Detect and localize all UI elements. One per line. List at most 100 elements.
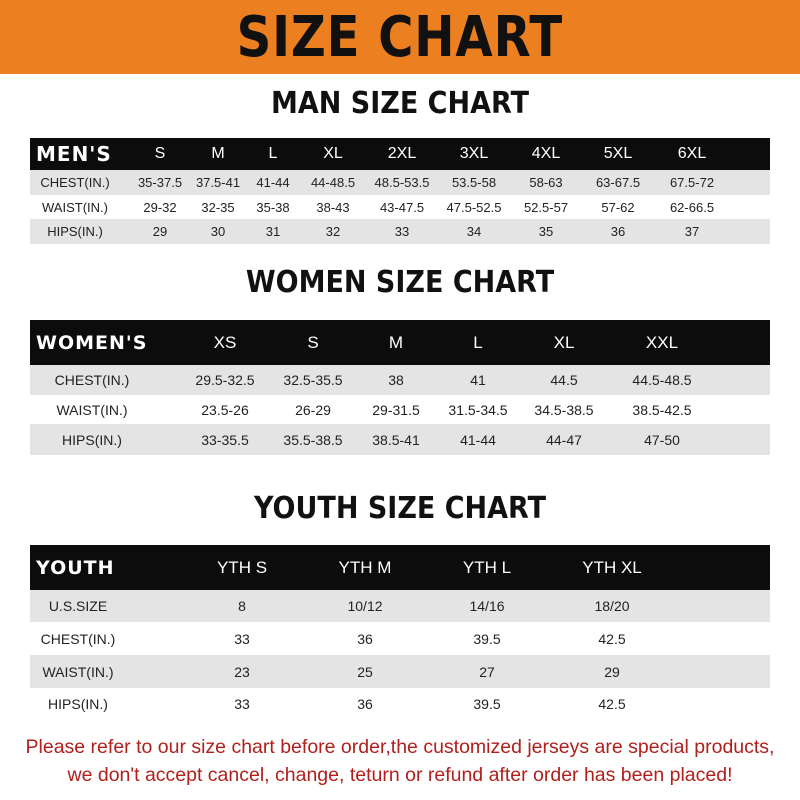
size-header: XS	[213, 332, 237, 352]
table-row: HIPS(IN.) 33 36 39.5 42.5	[30, 688, 770, 720]
table-cell: 62-66.5	[669, 199, 715, 215]
table-cell: 37	[684, 224, 700, 239]
size-header: L	[268, 145, 278, 162]
size-header: 4XL	[531, 145, 561, 162]
table-cell: 38	[388, 372, 404, 388]
table-cell: 8	[238, 598, 246, 614]
table-cell: 39.5	[473, 696, 501, 712]
men-title: MAN SIZE CHART	[271, 86, 529, 121]
table-cell: 48.5-53.5	[374, 175, 430, 190]
size-header: S	[154, 145, 166, 162]
measure-label: WAIST(IN.)	[42, 663, 114, 680]
size-header: M	[211, 145, 225, 162]
youth-size-table: YOUTH YTH S YTH M YTH L YTH XL U.S.SIZE 8 10/12…	[30, 545, 770, 720]
size-header: L	[473, 332, 483, 352]
table-cell: 38.5-41	[372, 431, 420, 448]
size-header: YTH XL	[582, 557, 642, 577]
measure-label: U.S.SIZE	[48, 598, 108, 614]
table-cell: 23.5-26	[201, 401, 249, 418]
table-cell: 31.5-34.5	[448, 401, 508, 418]
table-cell: 29-32	[143, 199, 177, 215]
table-cell: 41	[470, 372, 486, 388]
table-cell: 14/16	[469, 598, 505, 614]
table-cell: 57-62	[601, 199, 635, 215]
table-label: WOMEN'S	[36, 331, 148, 354]
table-cell: 29	[152, 224, 168, 239]
size-header: S	[307, 332, 319, 352]
women-size-table: WOMEN'S XS S M L XL XXL CHEST(IN.) 29.5-32.5 32.5…	[30, 320, 770, 455]
table-cell: 44-47	[546, 431, 582, 448]
table-cell: 38-43	[316, 199, 350, 215]
header-row: MEN'S S M L XL 2XL 3XL 4XL 5XL 6XL	[30, 138, 770, 170]
table-cell: 23	[234, 663, 250, 680]
table-label: MEN'S	[36, 142, 112, 166]
table-cell: 52.5-57	[523, 199, 569, 215]
table-cell: 35	[538, 224, 554, 239]
table-cell: 36	[610, 224, 626, 239]
table-cell: 18/20	[594, 598, 630, 614]
table-cell: 33	[394, 224, 410, 239]
table-row: WAIST(IN.) 29-32 32-35 35-38 38-43 43-47.5 47.…	[30, 195, 770, 219]
table-row: CHEST(IN.) 33 36 39.5 42.5	[30, 622, 770, 655]
table-cell: 34	[466, 224, 482, 239]
measure-label: HIPS(IN.)	[47, 224, 103, 239]
table-cell: 29.5-32.5	[195, 372, 255, 388]
table-cell: 35-37.5	[137, 175, 183, 190]
table-cell: 30	[210, 224, 226, 239]
size-header: 5XL	[603, 145, 633, 162]
table-cell: 36	[357, 630, 373, 647]
size-header: 6XL	[677, 145, 707, 162]
size-header: YTH S	[216, 557, 268, 577]
notice-line-2: we don't accept cancel, change, teturn o…	[67, 764, 733, 786]
table-cell: 34.5-38.5	[534, 401, 594, 418]
table-cell: 42.5	[598, 630, 626, 647]
banner: SIZE CHART	[0, 0, 800, 74]
measure-label: WAIST(IN.)	[56, 401, 128, 418]
table-row: HIPS(IN.) 29 30 31 32 33 34 35 36 37	[30, 219, 770, 244]
size-header: YTH M	[338, 557, 392, 577]
table-cell: 38.5-42.5	[632, 401, 692, 418]
table-cell: 44.5-48.5	[632, 372, 692, 388]
measure-label: CHEST(IN.)	[40, 175, 110, 190]
table-cell: 32	[325, 224, 341, 239]
measure-label: CHEST(IN.)	[54, 372, 130, 388]
table-cell: 42.5	[598, 696, 626, 712]
table-cell: 31	[265, 224, 281, 239]
table-cell: 41-44	[256, 175, 290, 190]
table-row: WAIST(IN.) 23.5-26 26-29 29-31.5 31.5-34.5 34…	[30, 395, 770, 424]
youth-title: YOUTH SIZE CHART	[253, 491, 547, 526]
table-cell: 29	[604, 663, 620, 680]
measure-label: CHEST(IN.)	[40, 630, 116, 647]
header-row: WOMEN'S XS S M L XL XXL	[30, 320, 770, 365]
table-cell: 58-63	[529, 175, 563, 190]
table-cell: 44.5	[550, 372, 578, 388]
men-size-table: MEN'S S M L XL 2XL 3XL 4XL 5XL 6XL CHEST(IN.) 35-37…	[30, 138, 770, 244]
size-header: XL	[553, 332, 575, 352]
size-header: XXL	[645, 332, 679, 352]
table-label: YOUTH	[36, 556, 115, 579]
size-header: 2XL	[387, 145, 417, 162]
table-cell: 43-47.5	[379, 199, 425, 215]
table-row: CHEST(IN.) 29.5-32.5 32.5-35.5 38 41 44.5 44.5…	[30, 365, 770, 395]
table-cell: 44-48.5	[310, 175, 356, 190]
table-row: CHEST(IN.) 35-37.5 37.5-41 41-44 44-48.5 48.5…	[30, 170, 770, 195]
size-header: M	[388, 332, 404, 352]
header-row: YOUTH YTH S YTH M YTH L YTH XL	[30, 545, 770, 590]
table-cell: 32-35	[201, 199, 235, 215]
table-cell: 29-31.5	[372, 401, 420, 418]
size-header: YTH L	[462, 557, 512, 577]
measure-label: HIPS(IN.)	[62, 431, 122, 448]
table-cell: 33	[234, 696, 250, 712]
table-cell: 33	[234, 630, 250, 647]
table-cell: 32.5-35.5	[283, 372, 343, 388]
notice-line-1: Please refer to our size chart before or…	[25, 736, 775, 758]
table-cell: 41-44	[460, 431, 496, 448]
table-row: WAIST(IN.) 23 25 27 29	[30, 655, 770, 688]
women-title: WOMEN SIZE CHART	[245, 265, 555, 300]
table-row: HIPS(IN.) 33-35.5 35.5-38.5 38.5-41 41-44 44-…	[30, 424, 770, 455]
table-cell: 33-35.5	[201, 431, 249, 448]
table-cell: 10/12	[347, 598, 383, 614]
table-cell: 26-29	[295, 401, 331, 418]
table-cell: 27	[479, 663, 495, 680]
table-cell: 37.5-41	[195, 175, 241, 190]
